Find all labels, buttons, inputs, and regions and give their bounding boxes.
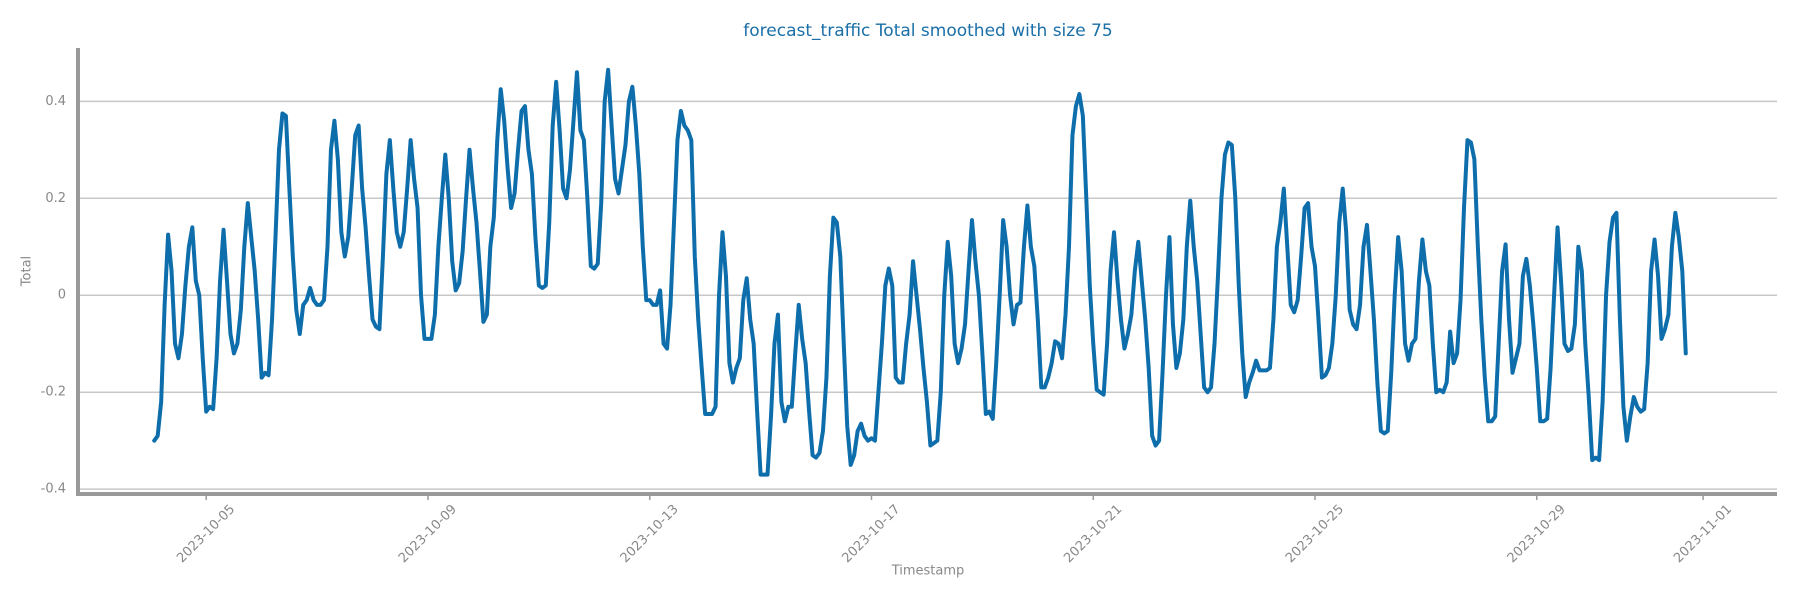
y-tick-label: 0.4 [45, 94, 66, 109]
series-line [152, 67, 1688, 477]
x-tick-label: 2023-10-29 [1505, 502, 1569, 566]
chart-title: forecast_traffic Total smoothed with siz… [743, 21, 1112, 41]
x-tick-label: 2023-10-09 [396, 502, 460, 566]
x-tick-label: 2023-10-13 [618, 502, 682, 566]
x-axis-label: Timestamp [891, 564, 965, 579]
y-tick-label: 0.2 [45, 191, 66, 206]
y-axis-label: Total [20, 256, 35, 287]
x-tick-label: 2023-10-21 [1061, 502, 1125, 566]
x-tick-label: 2023-10-05 [174, 502, 238, 566]
x-tick-label: 2023-11-01 [1671, 502, 1735, 566]
y-tick-label: -0.2 [41, 385, 66, 400]
x-tick-label: 2023-10-25 [1283, 502, 1347, 566]
y-tick-label: -0.4 [41, 482, 66, 497]
x-tick-label: 2023-10-17 [839, 502, 903, 566]
y-tick-label: 0 [58, 288, 66, 303]
